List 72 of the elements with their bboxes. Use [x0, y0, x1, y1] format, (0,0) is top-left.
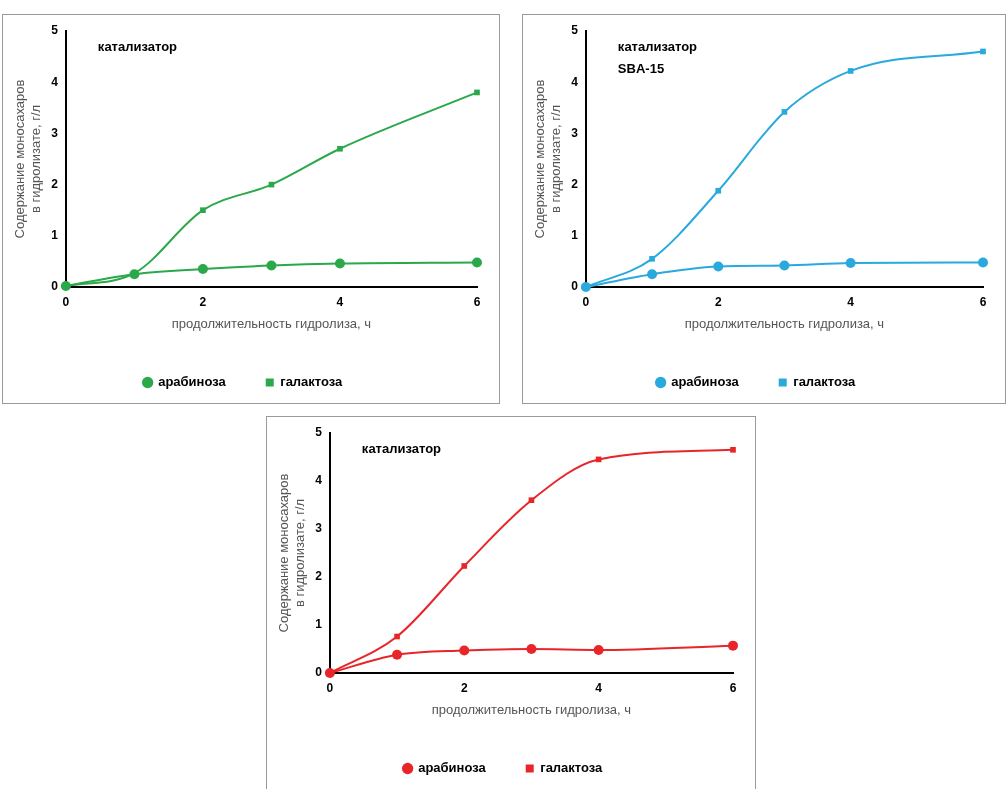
- point: [728, 640, 738, 651]
- point: [461, 563, 468, 569]
- point: [845, 257, 856, 268]
- annotation: катализатор: [617, 39, 698, 55]
- point: [781, 109, 788, 115]
- y-tick-label: 3: [315, 521, 323, 536]
- point: [593, 644, 604, 655]
- legend-label: арабиноза: [158, 374, 227, 390]
- point: [394, 633, 400, 640]
- point: [392, 649, 403, 660]
- x-axis-title: продолжительность гидролиза, ч: [171, 315, 372, 331]
- point: [647, 269, 658, 280]
- x-tick-label: 4: [336, 294, 344, 309]
- y-axis-title: Содержание моносахаров в гидролизате, г/л: [276, 473, 307, 633]
- x-tick-label: 0: [62, 294, 70, 309]
- legend-label: галактоза: [280, 374, 344, 390]
- x-axis-title: продолжительность гидролиза, ч: [684, 315, 885, 331]
- y-tick-label: 0: [571, 279, 579, 294]
- x-tick-label: 6: [729, 680, 737, 695]
- annotation: SBA-15: [617, 61, 665, 77]
- y-tick-label: 4: [571, 74, 579, 89]
- y-tick-label: 4: [315, 473, 323, 488]
- point: [526, 644, 537, 654]
- annotation: катализатор: [361, 441, 442, 457]
- point: [474, 89, 480, 96]
- y-tick-label: 5: [315, 425, 323, 440]
- y-tick-label: 2: [51, 176, 59, 191]
- y-tick-label: 2: [315, 569, 323, 584]
- x-axis-title: продолжительность гидролиза, ч: [431, 701, 632, 717]
- point: [847, 68, 854, 74]
- point: [649, 256, 655, 262]
- legend-label: галактоза: [793, 374, 857, 390]
- y-axis-title: Содержание моносахаров в гидролизате, г/л: [12, 79, 43, 239]
- point: [334, 258, 345, 269]
- x-tick-label: 6: [473, 294, 481, 309]
- x-tick-label: 2: [714, 294, 722, 309]
- x-tick-label: 2: [460, 680, 468, 695]
- point: [337, 145, 343, 152]
- point: [459, 645, 470, 656]
- y-tick-label: 1: [51, 228, 59, 243]
- y-tick-label: 5: [571, 23, 579, 38]
- point: [472, 257, 482, 268]
- y-tick-label: 1: [315, 617, 323, 632]
- y-tick-label: 4: [51, 74, 59, 89]
- point: [715, 187, 722, 194]
- point: [713, 261, 724, 272]
- y-tick-label: 0: [315, 665, 323, 680]
- x-tick-label: 4: [847, 294, 855, 309]
- x-tick-label: 4: [595, 680, 603, 695]
- point: [528, 497, 535, 504]
- point: [266, 260, 277, 271]
- x-tick-label: 2: [199, 294, 207, 309]
- x-tick-label: 0: [582, 294, 590, 309]
- point: [779, 260, 790, 271]
- point: [197, 264, 208, 275]
- point: [978, 257, 988, 268]
- y-axis-title: Содержание моносахаров в гидролизате, г/л: [532, 79, 563, 239]
- legend-label: арабиноза: [671, 374, 740, 390]
- y-tick-label: 3: [51, 125, 59, 140]
- y-tick-label: 5: [51, 23, 59, 38]
- y-tick-label: 3: [571, 125, 579, 140]
- x-tick-label: 6: [979, 294, 987, 309]
- y-tick-label: 1: [571, 228, 579, 243]
- x-tick-label: 0: [326, 680, 334, 695]
- y-tick-label: 2: [571, 176, 579, 191]
- legend-label: галактоза: [540, 760, 604, 776]
- point: [730, 446, 736, 453]
- point: [200, 207, 206, 214]
- y-tick-label: 0: [51, 279, 59, 294]
- legend-label: арабиноза: [418, 760, 487, 776]
- annotation: катализатор: [97, 39, 178, 55]
- point: [980, 48, 986, 55]
